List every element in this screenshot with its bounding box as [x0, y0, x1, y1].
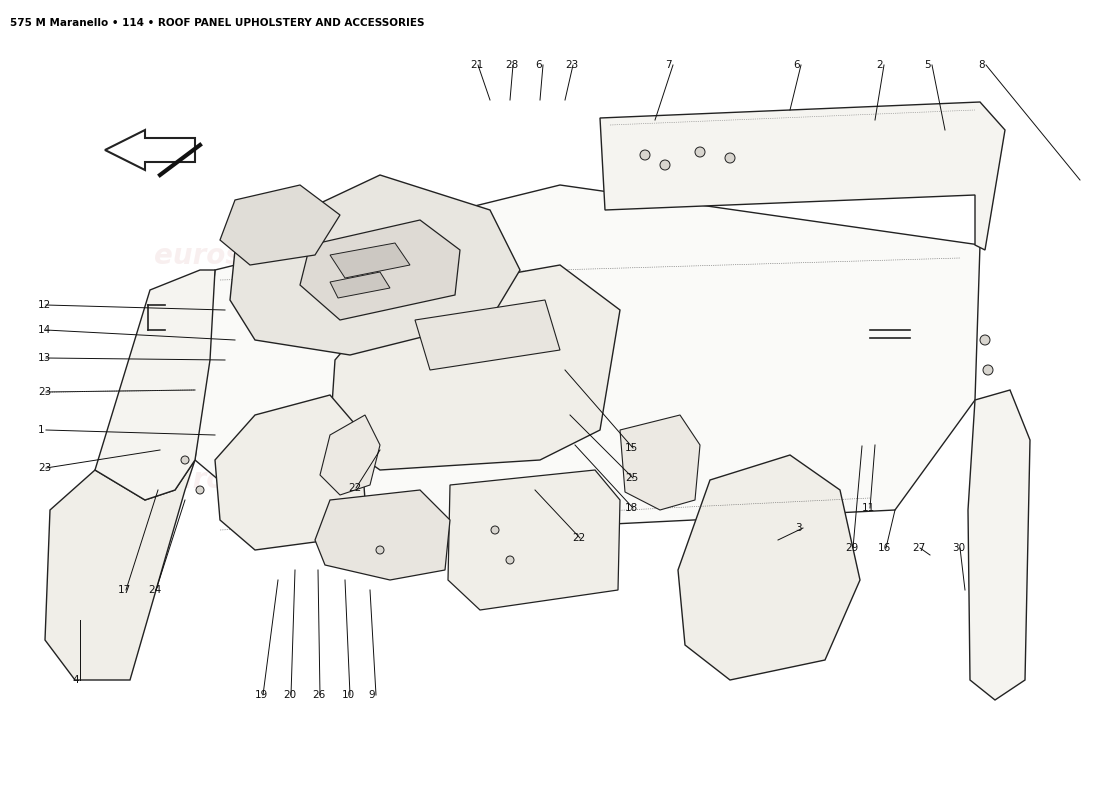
Circle shape [640, 150, 650, 160]
Circle shape [182, 456, 189, 464]
Polygon shape [620, 415, 700, 510]
Polygon shape [220, 185, 340, 265]
Text: 23: 23 [565, 60, 579, 70]
Text: 15: 15 [625, 443, 638, 453]
Polygon shape [95, 270, 214, 500]
Text: 28: 28 [505, 60, 518, 70]
Text: 14: 14 [39, 325, 52, 335]
Text: 19: 19 [255, 690, 268, 700]
Text: 9: 9 [368, 690, 375, 700]
Text: 13: 13 [39, 353, 52, 363]
Polygon shape [448, 470, 620, 610]
Text: 22: 22 [572, 533, 585, 543]
Text: 23: 23 [39, 463, 52, 473]
Text: 575 M Maranello • 114 • ROOF PANEL UPHOLSTERY AND ACCESSORIES: 575 M Maranello • 114 • ROOF PANEL UPHOL… [10, 18, 425, 28]
Polygon shape [104, 130, 195, 170]
Text: 2: 2 [876, 60, 882, 70]
Circle shape [695, 147, 705, 157]
Circle shape [660, 160, 670, 170]
Text: eurospares: eurospares [154, 242, 330, 270]
Text: 1: 1 [39, 425, 45, 435]
Circle shape [725, 153, 735, 163]
Text: 25: 25 [625, 473, 638, 483]
Text: eurospares: eurospares [594, 242, 770, 270]
Text: 4: 4 [72, 675, 78, 685]
Text: 10: 10 [342, 690, 355, 700]
Circle shape [506, 556, 514, 564]
Text: eurospares: eurospares [154, 466, 330, 494]
Polygon shape [45, 460, 195, 680]
Polygon shape [214, 395, 365, 550]
Text: 30: 30 [952, 543, 965, 553]
Text: 29: 29 [845, 543, 858, 553]
Text: 8: 8 [978, 60, 984, 70]
Polygon shape [968, 390, 1030, 700]
Polygon shape [415, 300, 560, 370]
Text: 23: 23 [39, 387, 52, 397]
Text: 21: 21 [470, 60, 483, 70]
Circle shape [376, 546, 384, 554]
Text: 18: 18 [625, 503, 638, 513]
Circle shape [196, 486, 204, 494]
Polygon shape [600, 102, 1005, 250]
Text: 20: 20 [283, 690, 296, 700]
Polygon shape [330, 243, 410, 278]
Text: eurospares: eurospares [572, 466, 748, 494]
Text: 16: 16 [878, 543, 891, 553]
Polygon shape [230, 175, 520, 355]
Text: 17: 17 [118, 585, 131, 595]
Text: 6: 6 [535, 60, 541, 70]
Text: 22: 22 [348, 483, 361, 493]
Polygon shape [330, 272, 390, 298]
Text: 24: 24 [148, 585, 162, 595]
Circle shape [980, 335, 990, 345]
Text: 7: 7 [666, 60, 672, 70]
Polygon shape [330, 265, 620, 470]
Circle shape [491, 526, 499, 534]
Text: 6: 6 [793, 60, 800, 70]
Polygon shape [678, 455, 860, 680]
Text: 3: 3 [795, 523, 802, 533]
Polygon shape [300, 220, 460, 320]
Text: 26: 26 [312, 690, 326, 700]
Text: 12: 12 [39, 300, 52, 310]
Polygon shape [195, 185, 980, 540]
Text: 27: 27 [912, 543, 925, 553]
Polygon shape [315, 490, 450, 580]
Polygon shape [320, 415, 379, 495]
Text: 5: 5 [924, 60, 931, 70]
Text: 11: 11 [862, 503, 876, 513]
Circle shape [983, 365, 993, 375]
